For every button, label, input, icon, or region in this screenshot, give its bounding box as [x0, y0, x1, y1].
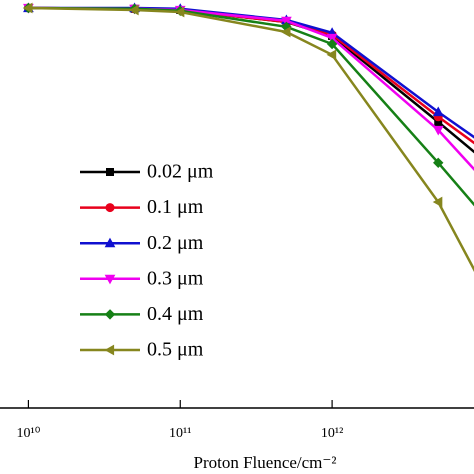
marker	[326, 38, 338, 50]
marker	[281, 16, 292, 27]
legend-label: 0.2 μm	[147, 232, 204, 254]
legend-label: 0.4 μm	[147, 303, 204, 325]
legend-marker	[105, 203, 115, 213]
marker	[280, 26, 291, 38]
legend-marker	[104, 274, 116, 285]
series-line	[28, 6, 474, 207]
legend-label: 0.1 μm	[147, 196, 204, 218]
legend-label: 0.3 μm	[147, 267, 204, 289]
legend-marker	[104, 344, 115, 356]
x-tick-label: 10¹¹	[169, 426, 191, 441]
legend-label: 0.5 μm	[147, 339, 204, 361]
legend-marker	[106, 168, 114, 176]
series-line	[28, 6, 474, 154]
x-tick-label: 10¹²	[321, 426, 343, 441]
legend-marker	[104, 237, 116, 248]
marker	[129, 4, 139, 16]
marker	[174, 6, 185, 18]
marker	[326, 49, 337, 61]
marker	[326, 33, 338, 44]
x-tick-label: 10¹⁰	[17, 426, 41, 441]
marker	[432, 106, 444, 117]
x-axis-label: Proton Fluence/cm⁻²	[194, 453, 337, 472]
marker	[22, 2, 33, 14]
legend-label: 0.02 μm	[147, 161, 214, 183]
series-line	[28, 6, 474, 272]
marker	[432, 125, 444, 136]
marker	[432, 196, 443, 208]
legend-marker	[104, 309, 116, 320]
series-line	[28, 6, 474, 139]
marker	[433, 157, 444, 169]
